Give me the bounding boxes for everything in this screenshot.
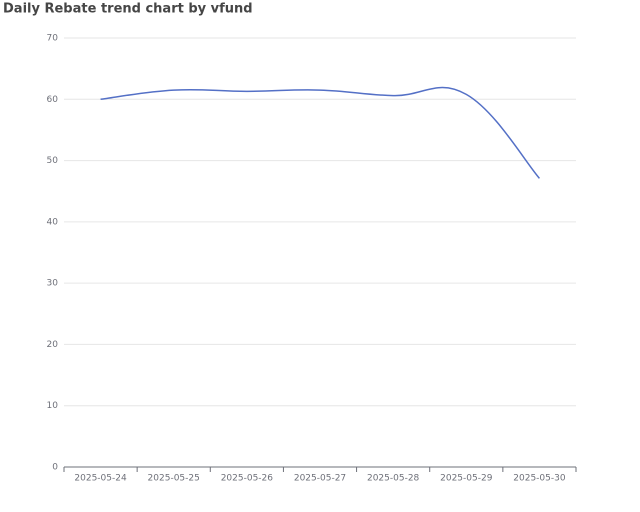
- x-tick-label: 2025-05-30: [513, 474, 566, 484]
- y-tick-label: 10: [47, 401, 59, 411]
- x-tick-label: 2025-05-27: [294, 474, 346, 484]
- x-tick-label: 2025-05-28: [367, 474, 420, 484]
- y-tick-label: 30: [47, 279, 59, 289]
- x-tick-label: 2025-05-25: [148, 474, 200, 484]
- x-tick-label: 2025-05-29: [440, 474, 493, 484]
- chart-title: Daily Rebate trend chart by vfund: [3, 2, 253, 17]
- x-tick-label: 2025-05-24: [74, 474, 127, 484]
- y-tick-label: 60: [47, 95, 59, 105]
- y-tick-label: 40: [47, 217, 59, 227]
- y-tick-label: 0: [52, 463, 58, 473]
- y-tick-label: 70: [47, 34, 59, 44]
- y-tick-label: 50: [47, 156, 59, 166]
- line: [100, 86, 540, 179]
- y-tick-label: 20: [47, 340, 59, 350]
- x-tick-label: 2025-05-26: [221, 474, 274, 484]
